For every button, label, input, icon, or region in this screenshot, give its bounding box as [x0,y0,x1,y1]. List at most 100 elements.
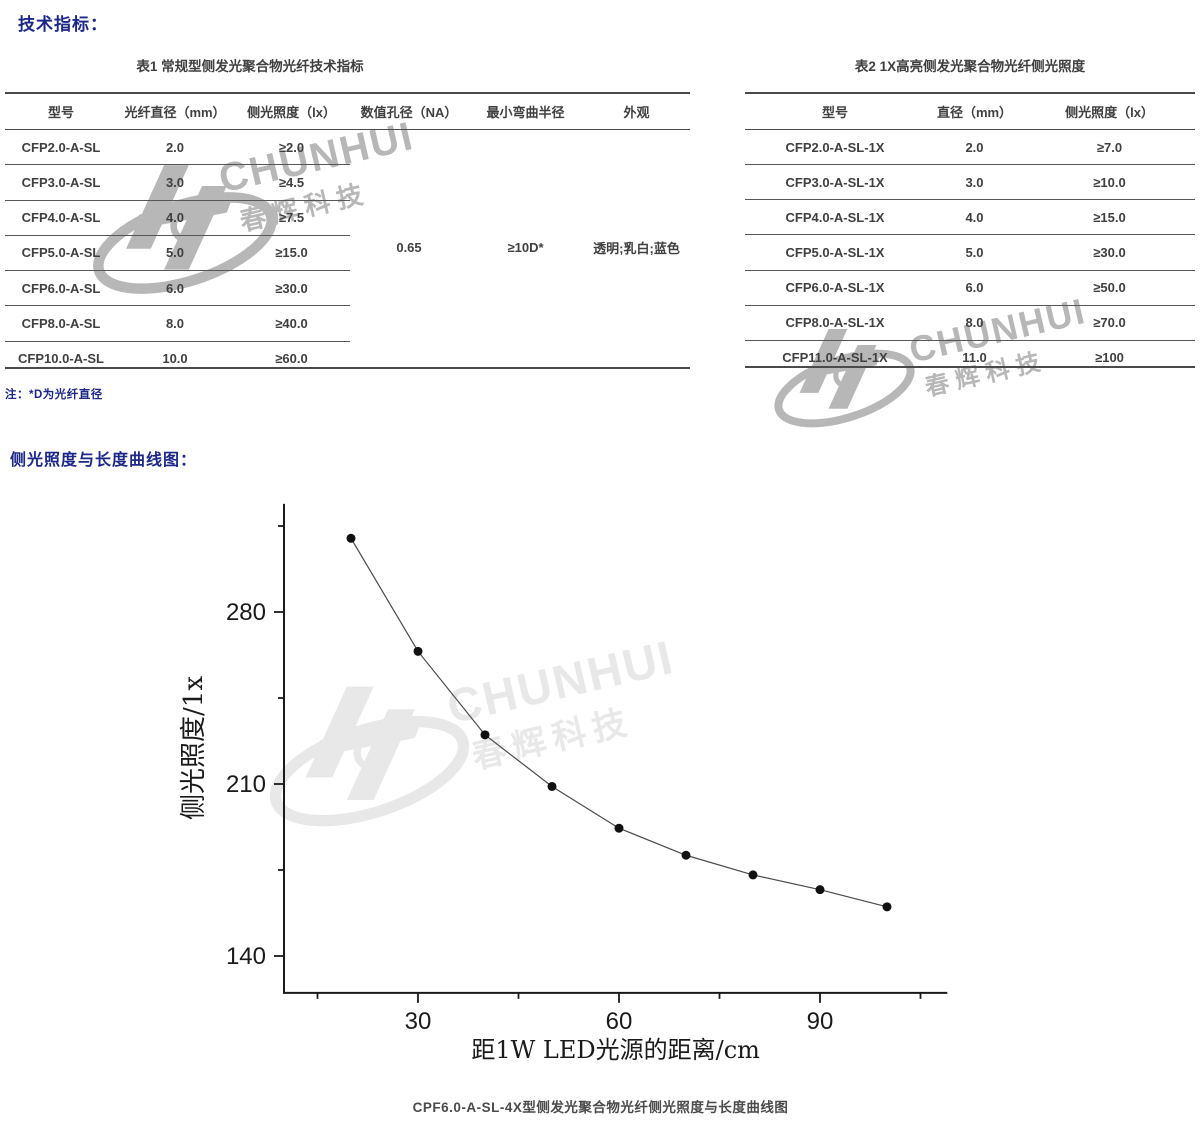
series-line [350,537,888,908]
table-cell: CFP3.0-A-SL-1X [785,174,885,190]
table-cell: 5.0 [965,244,984,260]
y-tick-label: 210 [226,771,266,798]
watermark-brand-cn: 春辉科技 [468,702,637,777]
table-cell: ≥70.0 [1093,315,1126,331]
table-row: CFP2.0-A-SL 2.0 ≥2.0 [5,130,350,166]
data-point [480,730,490,740]
table-cell: ≥4.5 [278,174,305,190]
data-point [346,533,356,543]
merged-cell-min-bend-radius: ≥10D* [507,239,544,255]
merged-cell-appearance: 透明;乳白;蓝色 [593,240,680,256]
table-high-brightness-fiber: 型号 直径（mm） 侧光照度（lx） CFP2.0-A-SL-1X 2.0 ≥7.0… [745,92,1195,368]
data-point [681,850,691,860]
table-row: CFP2.0-A-SL-1X 2.0 ≥7.0 [745,130,1195,166]
table-cell: 2.0 [165,139,185,155]
table-cell: ≥15.0 [1093,209,1126,225]
table-cell: CFP8.0-A-SL [21,315,101,331]
table-cell: 2.0 [965,139,984,155]
table-cell: CFP3.0-A-SL [21,174,101,190]
column-header: 数值孔径（NA） [360,105,458,120]
table-cell: 8.0 [165,315,185,331]
table-cell: ≥7.0 [1096,139,1123,155]
table-cell: CFP11.0-A-SL-1X [782,350,888,366]
table-cell: 6.0 [165,280,185,296]
table-row: CFP5.0-A-SL-1X 5.0 ≥30.0 [745,235,1195,271]
table-row: CFP3.0-A-SL 3.0 ≥4.5 [5,165,350,201]
table-row: CFP11.0-A-SL-1X 11.0 ≥100 [745,341,1195,375]
table-cell: 8.0 [965,315,984,331]
y-tick-label: 140 [226,943,266,970]
table-row: CFP3.0-A-SL-1X 3.0 ≥10.0 [745,165,1195,201]
column-header: 光纤直径（mm） [124,105,226,120]
data-point [882,902,892,912]
column-header: 型号 [821,105,848,120]
table-cell: CFP6.0-A-SL [21,280,101,296]
table-footnote: 注：*D为光纤直径 [5,389,103,401]
table-cell: ≥50.0 [1093,280,1126,296]
table-cell: CFP8.0-A-SL-1X [785,315,885,331]
table-cell: CFP6.0-A-SL-1X [785,280,885,296]
data-points [346,533,892,912]
data-point [614,823,624,833]
table2-header-row: 型号 直径（mm） 侧光照度（lx） [745,92,1195,130]
column-header: 侧光照度（lx） [1065,105,1154,120]
table-cell: 5.0 [165,245,185,261]
x-tick-label: 30 [405,1008,432,1035]
table-row: CFP8.0-A-SL 8.0 ≥40.0 [5,306,350,342]
table-cell: 4.0 [165,210,185,226]
table2-title: 表2 1X高亮侧发光聚合物光纤侧光照度 [854,59,1086,74]
table-cell: 4.0 [965,209,984,225]
table-row: CFP4.0-A-SL 4.0 ≥7.5 [5,201,350,236]
chart-caption: CPF6.0-A-SL-4X型侧发光聚合物光纤侧光照度与长度曲线图 [412,1100,789,1115]
y-axis-label: 侧光照度/1x [179,676,209,820]
merged-cell-numerical-aperture: 0.65 [396,239,422,255]
table2-body: CFP2.0-A-SL-1X 2.0 ≥7.0 CFP3.0-A-SL-1X 3.0 ≥1… [745,130,1195,375]
data-point [815,885,825,895]
data-point [413,646,423,656]
table-row: CFP8.0-A-SL-1X 8.0 ≥70.0 [745,306,1195,341]
x-tick-label: 60 [606,1008,633,1035]
axis-ticks [274,525,922,1003]
table-cell: CFP4.0-A-SL-1X [785,209,885,225]
table-cell: CFP2.0-A-SL-1X [785,139,885,155]
chunhui-logo-icon [262,668,477,833]
table-cell: CFP2.0-A-SL [21,139,101,155]
section-heading-curve-chart: 侧光照度与长度曲线图： [10,452,198,469]
table-row: CFP5.0-A-SL 5.0 ≥15.0 [5,236,350,272]
table-cell: CFP5.0-A-SL-1X [785,244,885,260]
column-header: 侧光照度（lx） [247,105,336,120]
column-header: 外观 [623,105,650,120]
data-point [547,781,557,791]
watermark-brand: CHUNHUI [442,629,679,734]
table-cell: ≥40.0 [275,315,308,331]
table-cell: 11.0 [962,350,987,366]
table-cell: ≥7.5 [278,210,305,226]
table-row: CFP6.0-A-SL-1X 6.0 ≥50.0 [745,271,1195,306]
table-cell: 3.0 [165,174,185,190]
table-row: CFP6.0-A-SL 6.0 ≥30.0 [5,271,350,307]
axis-lines [283,503,948,994]
table-cell: 3.0 [965,174,984,190]
table-cell: ≥30.0 [275,280,308,296]
table1-title: 表1 常规型侧发光聚合物光纤技术指标 [136,59,364,74]
table-cell: 10.0 [162,351,188,367]
table-row: CFP4.0-A-SL-1X 4.0 ≥15.0 [745,200,1195,236]
table-cell: ≥10.0 [1093,174,1126,190]
table1-header-row: 型号 光纤直径（mm） 侧光照度（lx） 数值孔径（NA） 最小弯曲半径 外观 [5,92,690,130]
column-header: 最小弯曲半径 [486,105,565,120]
table-cell: CFP5.0-A-SL [21,245,101,261]
x-axis-label: 距1W LED光源的距离/cm [471,1036,760,1064]
table-cell: 6.0 [965,280,984,296]
table-cell: ≥30.0 [1093,244,1126,260]
watermark-logo [262,668,477,838]
table-cell: ≥2.0 [278,139,305,155]
table-cell: ≥60.0 [275,351,308,367]
column-header: 型号 [47,105,74,120]
section-heading-technical-specs: 技术指标： [18,15,108,34]
table-row: CFP10.0-A-SL 10.0 ≥60.0 [5,342,350,376]
table-cell: CFP4.0-A-SL [21,210,101,226]
y-tick-label: 280 [226,599,266,626]
x-tick-label: 90 [807,1008,834,1035]
data-point [748,870,758,880]
table-cell: ≥15.0 [275,245,308,261]
